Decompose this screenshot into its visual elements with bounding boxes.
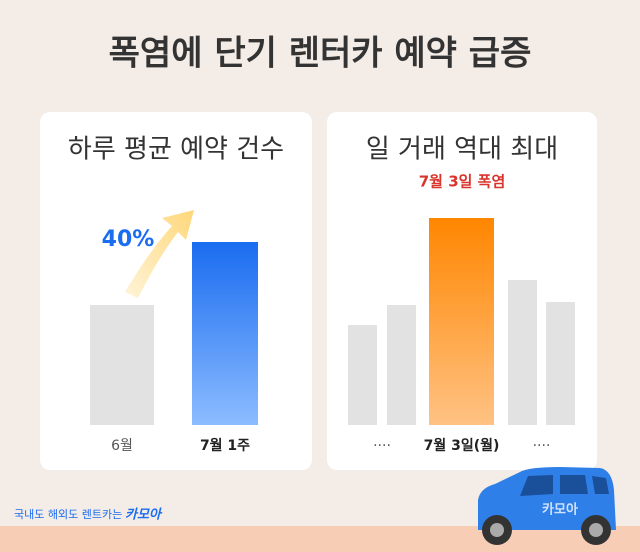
- car-label: 카모아: [542, 502, 578, 518]
- brand: 카모아: [125, 507, 163, 523]
- x-tick-label: 6월: [111, 438, 133, 454]
- title: 폭염에 단기 렌터카 예약 급증: [109, 34, 532, 74]
- card: [40, 112, 312, 470]
- x-tick-label: 7월 3일(월): [424, 437, 500, 454]
- bar: [546, 302, 575, 425]
- bar: [387, 305, 416, 425]
- x-tick-label: 7월 1주: [200, 437, 250, 454]
- x-tick-label: ····: [373, 438, 391, 454]
- x-tick-label: ····: [533, 438, 551, 454]
- bar: [429, 218, 494, 425]
- bar: [508, 280, 537, 425]
- arrow: [125, 210, 194, 298]
- footer-text: 국내도 해외도 렌트카는: [14, 507, 122, 521]
- chart-title: 일 거래 역대 최대: [366, 135, 558, 165]
- annotation: 40%: [102, 227, 155, 252]
- car: [478, 467, 616, 545]
- chart-title: 하루 평균 예약 건수: [68, 135, 284, 165]
- bar: [348, 325, 377, 425]
- bar: [192, 242, 258, 425]
- chart-subtitle: 7월 3일 폭염: [419, 173, 506, 191]
- bar: [90, 305, 154, 425]
- bottom-band: [0, 526, 640, 552]
